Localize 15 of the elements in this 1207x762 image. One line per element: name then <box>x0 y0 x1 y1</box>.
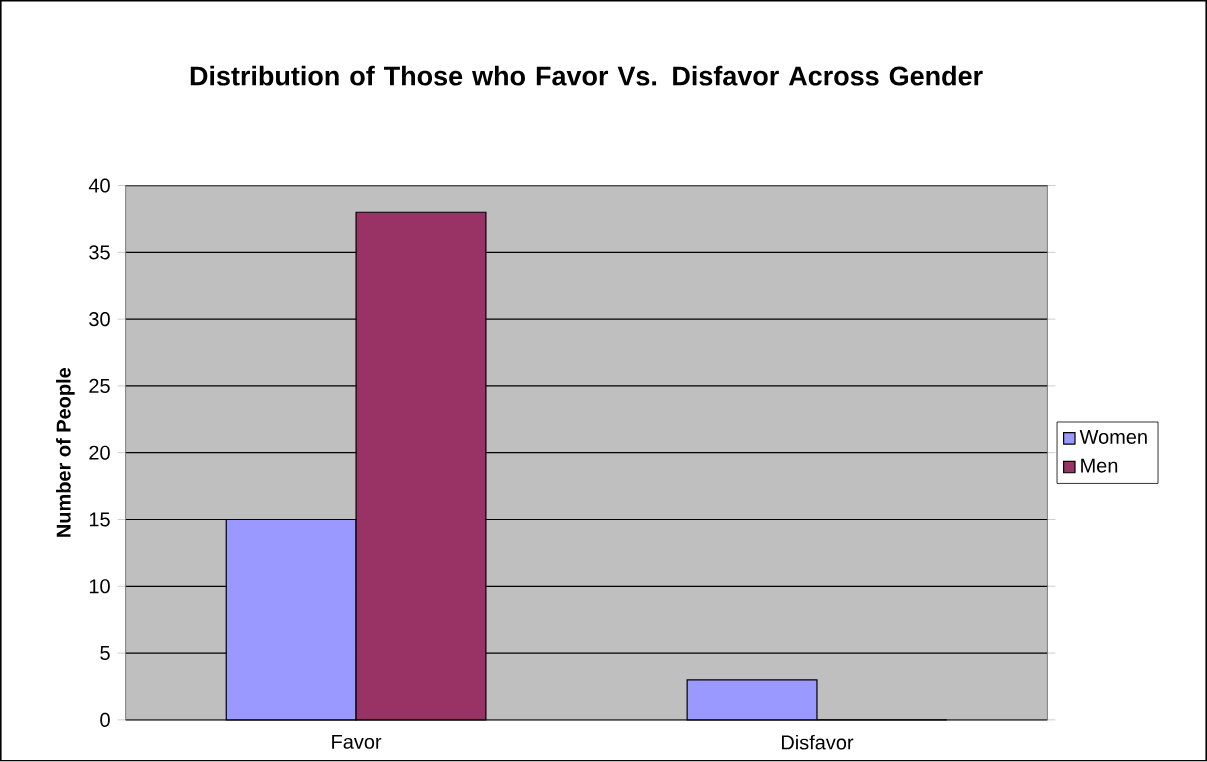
y-tick-label: 35 <box>89 245 110 260</box>
y-tick-label: 10 <box>89 579 110 594</box>
y-tick-label: 5 <box>100 646 110 661</box>
chart-title: Distribution of Those who Favor Vs. Disfavor Across Gender <box>190 65 983 86</box>
y-tick-label: 0 <box>100 712 110 728</box>
x-tick-label: Favor <box>332 735 382 750</box>
legend-label: Women <box>1079 430 1147 445</box>
x-tick-label: Disfavor <box>781 735 854 750</box>
y-tick-label: 15 <box>89 512 110 527</box>
y-tick-label: 25 <box>89 379 110 394</box>
y-axis-title: Number of People <box>56 368 75 538</box>
y-tick-label: 20 <box>89 445 110 460</box>
legend-label: Men <box>1081 458 1118 473</box>
y-tick-label: 40 <box>88 178 110 193</box>
y-tick-label: 30 <box>89 312 110 327</box>
